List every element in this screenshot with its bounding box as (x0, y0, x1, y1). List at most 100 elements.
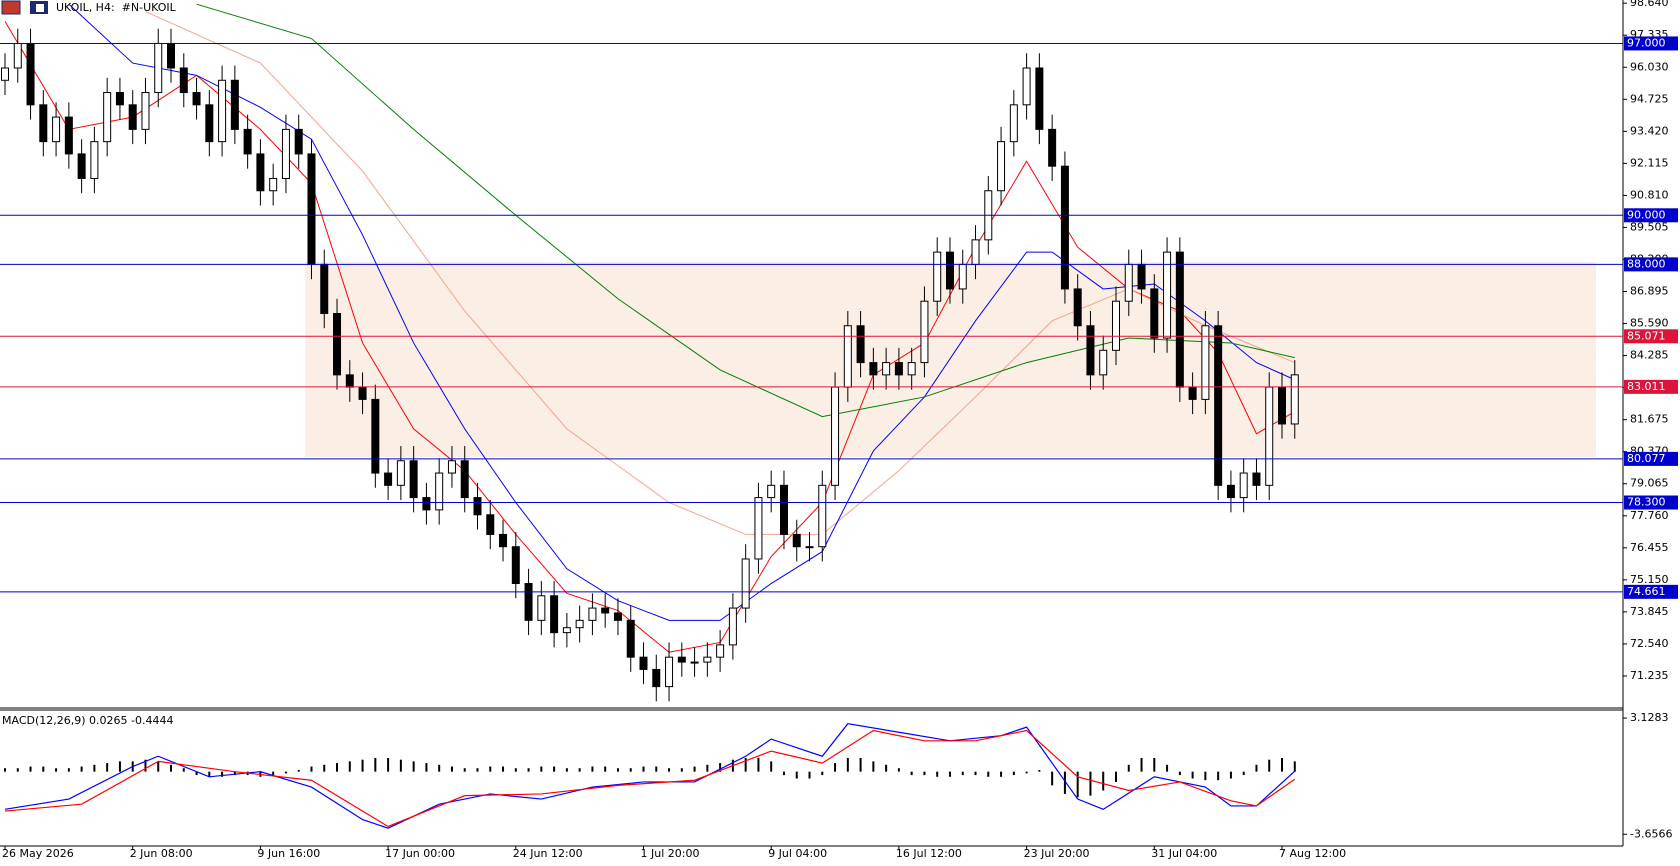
candle-body (1214, 325, 1223, 486)
histogram-bar (846, 757, 849, 772)
histogram-bar (476, 768, 479, 772)
histogram-bar (399, 759, 402, 772)
candle-body (460, 460, 469, 499)
histogram-bar (1114, 771, 1117, 782)
candle-body (320, 263, 329, 314)
y-tick-label: 76.455 (1630, 541, 1669, 554)
candle-body (358, 386, 367, 400)
candle-body (1201, 325, 1210, 400)
candle-body (435, 472, 444, 511)
candle-body (103, 92, 112, 143)
level-label: 97.000 (1627, 36, 1666, 49)
histogram-bar (1063, 771, 1066, 794)
y-tick-label: 94.725 (1630, 92, 1669, 105)
y-tick-label: 79.065 (1630, 477, 1669, 490)
histogram-bar (1000, 771, 1003, 777)
y-tick-label: 73.845 (1630, 605, 1669, 618)
x-tick-label: 23 Jul 20:00 (1024, 847, 1090, 860)
level-label-box (1624, 495, 1678, 510)
candle-body (677, 656, 686, 663)
candle-body (933, 251, 942, 302)
candle-body (281, 128, 290, 179)
candle-body (550, 595, 559, 634)
indicator-line (4, 729, 1296, 828)
candle-body (703, 656, 712, 663)
candle-body (256, 153, 265, 192)
histogram-bar (1051, 771, 1054, 786)
candle-body (192, 92, 201, 106)
candle-body (997, 141, 1006, 192)
candle-body (307, 153, 316, 265)
histogram-bar (591, 766, 594, 772)
histogram-bar (1140, 757, 1143, 772)
candle-body (64, 116, 73, 155)
candle-body (422, 497, 431, 511)
candle-body (77, 153, 86, 179)
histogram-bar (502, 766, 505, 772)
histogram-bar (208, 771, 211, 777)
x-tick-label: 31 Jul 04:00 (1151, 847, 1217, 860)
toolbar-icons (1, 0, 48, 15)
candle-body (690, 661, 699, 664)
histogram-bar (910, 771, 913, 776)
candle-body (167, 42, 176, 69)
level-label: 85.071 (1627, 329, 1666, 342)
indicator-line (4, 723, 1296, 829)
histogram-bar (42, 766, 45, 772)
y-tick-label: 86.895 (1630, 285, 1669, 298)
histogram-bar (578, 768, 581, 772)
candle-body (562, 627, 571, 634)
candle-body (1099, 349, 1108, 376)
histogram-bar (80, 766, 83, 772)
candle-body (384, 472, 393, 486)
candle-body (767, 484, 776, 499)
histogram-bar (195, 771, 198, 776)
histogram-bar (118, 761, 121, 772)
histogram-bar (1293, 761, 1296, 772)
level-label: 74.661 (1627, 585, 1666, 598)
candle-body (626, 619, 635, 658)
y-tick-label: 90.810 (1630, 188, 1669, 201)
candle-body (409, 460, 418, 499)
x-tick-label: 9 Jul 04:00 (768, 847, 827, 860)
histogram-bar (387, 757, 390, 772)
histogram-bar (821, 771, 824, 776)
x-tick-label: 17 Jun 00:00 (385, 847, 455, 860)
histogram-bar (170, 764, 173, 772)
candle-body (1137, 263, 1146, 290)
x-tick-label: 16 Jul 12:00 (896, 847, 962, 860)
candle-body (1290, 374, 1299, 425)
candle-body (1239, 472, 1248, 499)
histogram-bar (974, 771, 977, 776)
candle-body (26, 42, 35, 106)
candle-body (205, 104, 214, 143)
candle-body (1252, 472, 1261, 486)
histogram-bar (629, 768, 632, 772)
y-tick-label: 93.420 (1630, 124, 1669, 137)
histogram-bar (67, 768, 70, 772)
x-tick-label: 9 Jun 16:00 (257, 847, 320, 860)
histogram-bar (834, 763, 837, 772)
histogram-bar (540, 766, 543, 772)
candle-body (524, 583, 533, 621)
candle-body (971, 239, 980, 265)
histogram-bar (1178, 771, 1181, 776)
histogram-bar (272, 771, 275, 776)
candle-body (1163, 251, 1172, 339)
histogram-bar (157, 761, 160, 772)
candle-body (179, 67, 188, 94)
candle-body (588, 607, 597, 621)
candle-body (537, 595, 546, 621)
indicator-line (196, 3, 1295, 418)
histogram-bar (923, 771, 926, 776)
candle-body (90, 141, 99, 179)
histogram-bar (872, 761, 875, 772)
histogram-bar (616, 768, 619, 772)
histogram-bar (221, 771, 224, 777)
candle-body (792, 533, 801, 548)
candle-body (1265, 386, 1274, 486)
candle-body (665, 656, 674, 688)
candle-body (716, 644, 725, 658)
candle-body (269, 177, 278, 192)
candle-body (511, 546, 520, 585)
